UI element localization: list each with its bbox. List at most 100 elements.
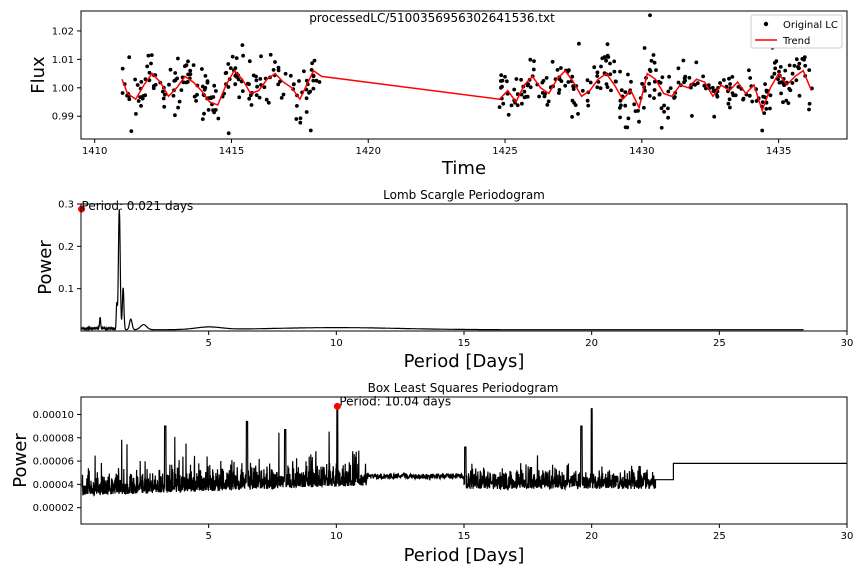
lc-point-350 xyxy=(779,80,784,84)
lc-point-10 xyxy=(302,69,306,74)
lc-point-381 xyxy=(777,69,781,74)
lc-point-388 xyxy=(672,96,676,100)
lc-point-149 xyxy=(173,113,177,118)
lc-point-16 xyxy=(240,89,245,93)
lc-point-254 xyxy=(632,102,637,107)
lc-point-233 xyxy=(544,76,549,80)
lc-point-409 xyxy=(543,92,547,96)
lc-point-124 xyxy=(143,93,148,98)
lc-point-121 xyxy=(234,56,239,60)
lc-point-306 xyxy=(687,75,692,80)
lc-point-253 xyxy=(500,78,505,83)
lc-point-5 xyxy=(149,53,154,57)
lc-point-152 xyxy=(149,61,153,66)
lc-point-1 xyxy=(127,55,132,60)
lc-point-118 xyxy=(195,92,199,97)
lc-point-426 xyxy=(637,119,641,124)
lc-point-330 xyxy=(690,114,694,118)
lc-point-200 xyxy=(727,97,732,102)
lc-point-133 xyxy=(194,99,199,103)
lc-point-308 xyxy=(509,103,514,108)
bls-ytick-label-4: 0.00010 xyxy=(33,410,74,421)
lc-point-18 xyxy=(145,64,150,69)
lc-point-372 xyxy=(604,58,608,63)
lc-point-53 xyxy=(307,90,311,95)
lomb-scargle-axes-frame xyxy=(80,203,848,332)
lc-point-400 xyxy=(787,86,792,91)
lc-point-336 xyxy=(715,93,719,98)
lc-xtick-label-1: 1415 xyxy=(219,146,244,157)
lc-point-284 xyxy=(807,101,812,106)
lc-point-431 xyxy=(623,103,628,108)
lc-point-107 xyxy=(147,70,152,75)
lc-point-285 xyxy=(652,88,657,92)
lc-point-404 xyxy=(768,93,773,98)
light-curve-ticks: 1410 1415 1420 1425 1430 1435 0.99 1.00 1.01 1.02 xyxy=(52,26,792,157)
bls-ticks: 5 10 15 20 25 30 0.00002 0.00004 0.00006 0.00008 0… xyxy=(33,410,854,542)
lc-point-362 xyxy=(580,88,585,93)
lc-point-187 xyxy=(619,88,624,93)
lc-point-274 xyxy=(667,74,671,79)
lc-point-421 xyxy=(660,75,665,80)
lc-point-245 xyxy=(778,65,783,69)
lc-point-438 xyxy=(761,94,766,99)
lc-point-51 xyxy=(120,91,125,95)
lc-point-182 xyxy=(728,105,732,110)
lc-point-231 xyxy=(647,94,652,98)
lc-point-19 xyxy=(233,82,238,87)
lc-point-80 xyxy=(153,82,158,87)
lc-point-46 xyxy=(283,71,288,76)
lc-point-209 xyxy=(546,99,551,104)
lc-point-125 xyxy=(179,88,184,92)
lc-trend-line xyxy=(121,69,813,113)
lc-point-281 xyxy=(647,81,651,86)
lc-point-101 xyxy=(258,77,263,81)
lc-point-376 xyxy=(612,69,617,74)
lc-point-26 xyxy=(298,116,303,121)
lc-point-175 xyxy=(588,80,593,85)
lc-point-195 xyxy=(722,78,726,82)
bls-xtick-label-2: 15 xyxy=(458,531,471,542)
lc-point-161 xyxy=(311,73,316,78)
lc-point-451 xyxy=(642,46,647,50)
lc-point-277 xyxy=(733,93,738,98)
lc-point-170 xyxy=(209,95,213,100)
lc-xtick-label-2: 1420 xyxy=(356,146,381,157)
lc-point-169 xyxy=(161,96,166,101)
lc-point-432 xyxy=(519,77,523,82)
lc-point-190 xyxy=(528,57,533,62)
lc-point-15 xyxy=(181,80,186,85)
lc-point-140 xyxy=(257,95,262,100)
lc-point-296 xyxy=(604,82,609,86)
lc-point-437 xyxy=(747,68,751,73)
lc-point-89 xyxy=(167,82,171,87)
lc-point-345 xyxy=(779,91,783,96)
lc-point-322 xyxy=(557,88,562,92)
legend-label-trend: Trend xyxy=(782,36,810,47)
lc-point-58 xyxy=(176,56,180,61)
lc-point-131 xyxy=(177,99,182,104)
lc-point-368 xyxy=(576,112,580,116)
lc-point-455 xyxy=(308,128,313,133)
lc-point-364 xyxy=(666,89,671,94)
lc-point-440 xyxy=(522,95,527,100)
lc-point-401 xyxy=(606,55,611,59)
lc-point-326 xyxy=(618,69,622,74)
lc-point-256 xyxy=(781,100,785,105)
lc-point-268 xyxy=(782,83,786,87)
lc-point-6 xyxy=(173,71,178,75)
lc-point-283 xyxy=(623,90,628,94)
lc-point-391 xyxy=(773,66,778,71)
lc-point-328 xyxy=(537,94,541,99)
lc-point-297 xyxy=(531,67,536,72)
lc-point-433 xyxy=(652,96,656,100)
lc-point-378 xyxy=(701,74,705,79)
lc-point-441 xyxy=(499,73,504,78)
lc-point-450 xyxy=(648,13,652,18)
lc-point-411 xyxy=(605,42,610,47)
lc-point-430 xyxy=(747,94,752,98)
lc-point-323 xyxy=(595,85,600,90)
lc-point-264 xyxy=(803,63,808,68)
lc-point-331 xyxy=(497,105,502,109)
lc-point-257 xyxy=(794,78,799,83)
